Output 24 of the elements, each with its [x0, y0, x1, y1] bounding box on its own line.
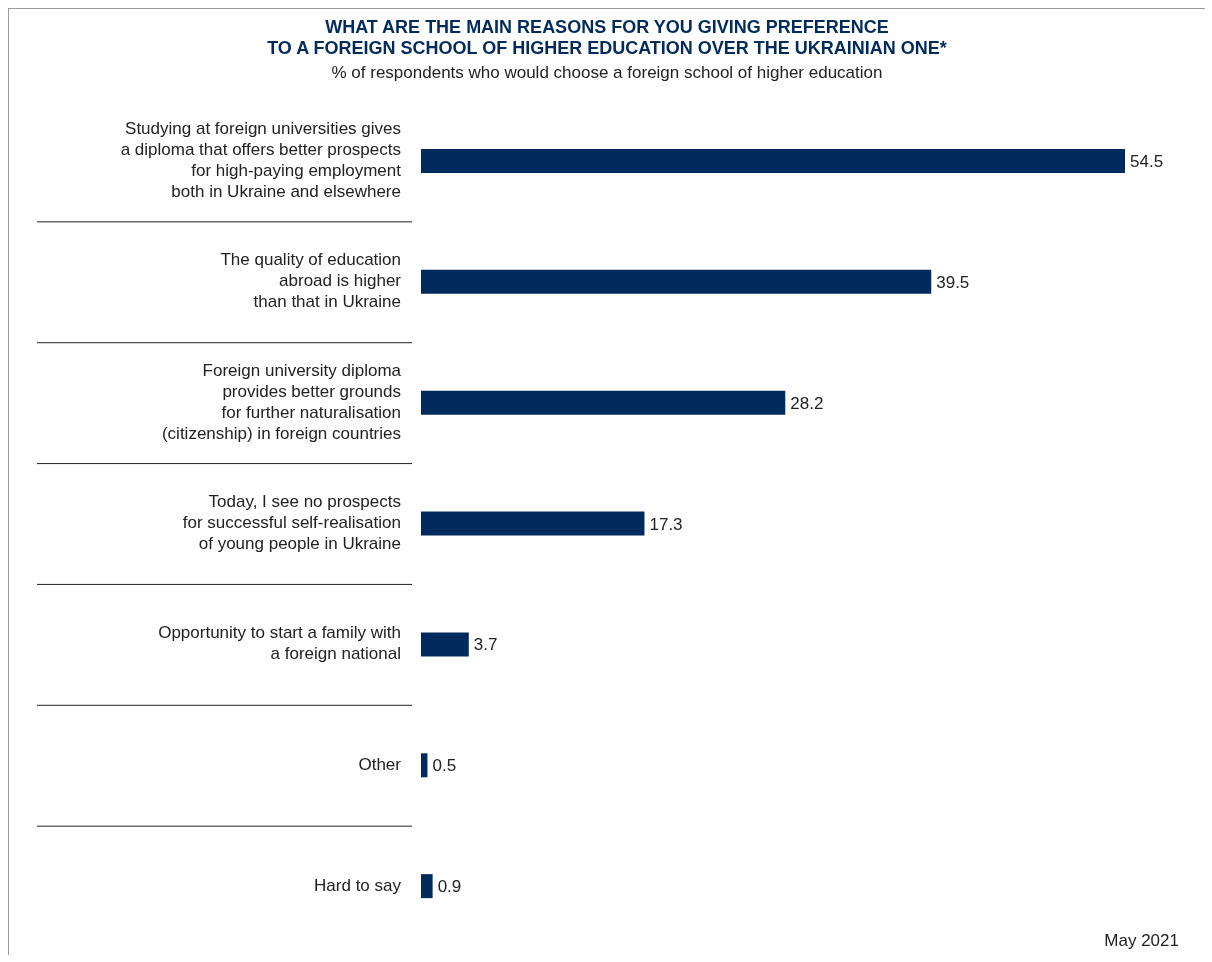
- y-tick-label: The quality of education abroad is higher than that in Ukraine: [220, 250, 402, 312]
- bar: [421, 511, 645, 536]
- y-tick-label: Opportunity to start a family with a foreign national: [158, 623, 401, 664]
- data-label: 0.5: [432, 756, 457, 776]
- y-tick-label: Foreign university diploma provides better grounds for further naturalisation (citizenship) in foreign countries: [161, 361, 402, 444]
- bar: [421, 632, 469, 657]
- bar: [421, 753, 428, 778]
- annotation: May 2021: [1104, 931, 1179, 951]
- y-tick-label: Hard to say: [314, 876, 402, 896]
- y-tick-label: Today, I see no prospects for successful self-realisation of young people in Ukraine: [182, 492, 401, 554]
- bar: [421, 269, 932, 294]
- bar: [421, 149, 1125, 173]
- bar: [421, 874, 433, 899]
- data-label: 28.2: [790, 393, 824, 413]
- data-label: 39.5: [936, 272, 970, 292]
- data-label: 3.7: [473, 635, 498, 655]
- y-tick-label: Other: [358, 755, 402, 775]
- y-tick-label: Studying at foreign universities gives a diploma that offers better prospects for high-paying employment both in Ukraine and elsewhere: [120, 119, 402, 202]
- data-label: 54.5: [1130, 152, 1164, 172]
- chart-title: WHAT ARE THE MAIN REASONS FOR YOU GIVING PREFERENCE TO A FOREIGN SCHOOL OF HIGHER EDUCATION OVER THE UKRAINIAN ONE*: [266, 17, 948, 59]
- chart-subtitle: % of respondents who would choose a foreign school of higher education: [330, 63, 884, 83]
- data-label: 0.9: [437, 877, 462, 897]
- data-label: 17.3: [649, 514, 683, 534]
- bar: [421, 390, 786, 415]
